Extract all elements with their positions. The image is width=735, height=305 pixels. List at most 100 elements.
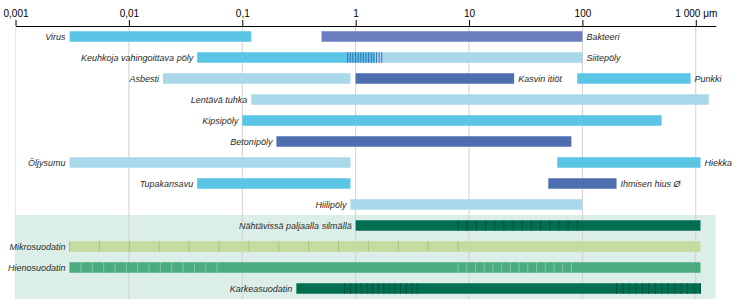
- stripe-line: [366, 52, 367, 63]
- stripe-line: [376, 52, 377, 63]
- bar-label: Lentävä tuhka: [191, 95, 248, 105]
- range-bar: [70, 241, 701, 252]
- bar-label: Nähtävissä paljaalla silmällä: [239, 221, 352, 231]
- stripe-group: [458, 220, 577, 231]
- range-bar: [322, 31, 583, 42]
- range-bar: [251, 94, 708, 105]
- stripe-line: [92, 262, 93, 273]
- bar-label: Hienosuodatin: [8, 263, 66, 273]
- stripe-line: [373, 52, 374, 63]
- tick-label: 1: [353, 8, 359, 19]
- stripe-line: [553, 262, 554, 273]
- stripe-line: [642, 283, 643, 294]
- stripe-line: [668, 283, 669, 294]
- bar-label: Tupakansavu: [140, 179, 193, 189]
- bar-label: Kasvin itiöt: [518, 74, 562, 84]
- row-band: [16, 257, 716, 278]
- stripe-line: [400, 283, 401, 294]
- stripe-line: [355, 52, 356, 63]
- stripe-line: [411, 283, 412, 294]
- row-band: [16, 236, 716, 257]
- stripe-line: [549, 220, 550, 231]
- stripe-line: [428, 241, 429, 252]
- stripe-line: [522, 220, 523, 231]
- stripe-line: [687, 283, 688, 294]
- stripe-line: [635, 283, 636, 294]
- tick-label: 0,001: [4, 8, 29, 19]
- stripe-line: [114, 262, 115, 273]
- stripe-line: [700, 283, 701, 294]
- stripe-line: [531, 220, 532, 231]
- tick-mark: [469, 20, 470, 26]
- stripe-line: [99, 241, 100, 252]
- stripe-group: [70, 241, 458, 252]
- stripe-line: [485, 220, 486, 231]
- tick-mark: [696, 20, 697, 26]
- bar-label: Karkeasuodatin: [230, 284, 293, 294]
- range-bar: [548, 178, 616, 189]
- tick-mark: [129, 20, 130, 26]
- stripe-line: [358, 52, 359, 63]
- stripe-line: [475, 262, 476, 273]
- stripe-line: [674, 283, 675, 294]
- stripe-line: [406, 283, 407, 294]
- bar-label: Siitepöly: [586, 53, 621, 63]
- stripe-line: [681, 283, 682, 294]
- stripe-line: [476, 220, 477, 231]
- range-bar: [577, 73, 690, 84]
- stripe-line: [513, 220, 514, 231]
- stripe-line: [338, 241, 339, 252]
- stripe-line: [616, 283, 617, 294]
- tick-label: 100: [575, 8, 592, 19]
- stripe-line: [217, 262, 218, 273]
- stripe-line: [361, 283, 362, 294]
- bar-label: Keuhkoja vahingoittava pöly: [81, 53, 194, 63]
- stripe-line: [69, 262, 70, 273]
- row-band: [16, 215, 716, 236]
- stripe-line: [149, 262, 150, 273]
- stripe-line: [160, 262, 161, 273]
- stripe-line: [347, 52, 348, 63]
- tick-mark: [582, 20, 583, 26]
- stripe-line: [622, 283, 623, 294]
- stripe-line: [458, 220, 459, 231]
- tick: 10: [464, 8, 476, 26]
- tick: 0,01: [120, 8, 140, 26]
- bar-label: Ihmisen hius Ø: [621, 179, 682, 189]
- plot-area: [16, 26, 716, 299]
- range-bar: [70, 31, 252, 42]
- stripe-line: [363, 52, 364, 63]
- tick-mark: [356, 20, 357, 26]
- stripe-line: [629, 283, 630, 294]
- tick: 1 000 μm: [675, 8, 717, 26]
- tick-mark: [242, 20, 243, 26]
- stripe-line: [368, 241, 369, 252]
- range-bar: [356, 220, 701, 231]
- stripe-line: [379, 52, 380, 63]
- grid-line: [469, 26, 470, 299]
- bar-label: Kipsipöly: [202, 116, 239, 126]
- axis-line: [16, 26, 716, 27]
- stripe-line: [344, 283, 345, 294]
- bars: [70, 31, 709, 294]
- stripe-line: [159, 241, 160, 252]
- stripe-line: [360, 52, 361, 63]
- stripe-line: [367, 283, 368, 294]
- range-bar: [197, 52, 375, 63]
- tick-label: 1 000 μm: [675, 8, 717, 19]
- range-bar: [242, 115, 661, 126]
- row-band: [16, 278, 716, 299]
- stripe-line: [458, 262, 459, 273]
- range-bar: [296, 283, 700, 294]
- stripe-line: [278, 241, 279, 252]
- tick-label: 0,01: [120, 8, 140, 19]
- range-bar: [163, 73, 350, 84]
- grid-line: [355, 26, 356, 299]
- stripe-line: [655, 283, 656, 294]
- stripe-line: [126, 262, 127, 273]
- stripe-line: [171, 262, 172, 273]
- bar-label: Virus: [45, 32, 66, 42]
- bar-label: Punkki: [695, 74, 723, 84]
- tick-label: 0,1: [236, 8, 250, 19]
- stripe-group: [70, 262, 218, 273]
